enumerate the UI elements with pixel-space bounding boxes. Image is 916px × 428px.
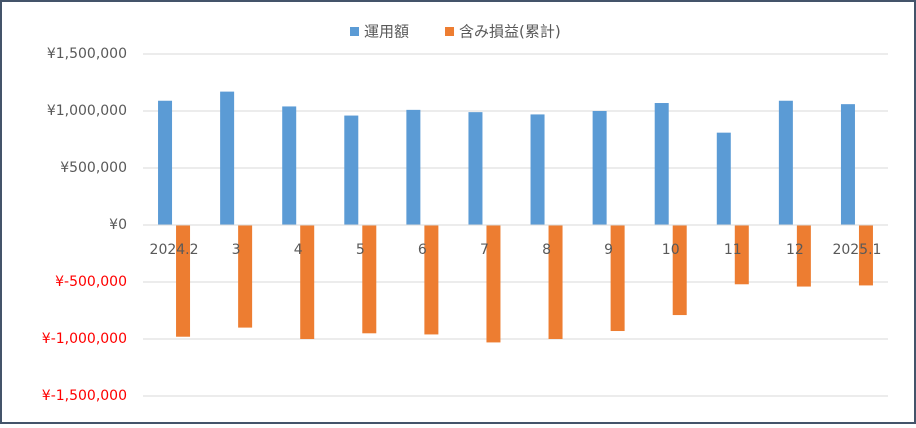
x-tick-label: 11 [724,242,742,258]
bar [176,225,191,337]
legend-label: 運用額 [364,23,409,41]
bar [220,91,235,226]
bar [796,225,811,287]
bar [672,225,687,316]
x-tick-label: 2024.2 [150,242,199,258]
y-tick-label: ¥1,000,000 [47,103,127,119]
y-tick-label: ¥0 [109,217,127,233]
bar [486,225,501,343]
x-tick-label: 10 [662,242,680,258]
x-tick-label: 7 [480,242,489,258]
x-tick-label: 9 [604,242,613,258]
bar [406,109,421,225]
x-tick-label: 5 [356,242,365,258]
bar [300,225,315,339]
legend-swatch [445,27,455,36]
bar [734,225,749,285]
y-tick-label: ¥500,000 [60,160,127,176]
bar [282,106,297,225]
y-tick-label: ¥-1,000,000 [42,331,127,347]
bar [610,225,625,332]
y-tick-label: ¥1,500,000 [47,46,127,62]
x-tick-label: 12 [786,242,804,258]
bar [592,111,607,225]
x-tick-label: 8 [542,242,551,258]
bar [858,225,873,286]
x-tick-label: 6 [418,242,427,258]
bar [362,225,377,334]
bar [344,115,359,225]
x-tick-label: 2025.1 [832,242,881,258]
y-tick-label: ¥-500,000 [55,274,127,290]
bar [778,100,793,225]
bar [158,100,173,225]
bar [530,114,545,225]
bar [654,103,669,225]
y-tick-label: ¥-1,500,000 [42,388,127,404]
legend-swatch [350,27,359,36]
legend-label: 含み損益(累計) [459,23,561,41]
bar [424,225,439,335]
bar [716,132,731,225]
bar [468,112,483,225]
bar [548,225,563,339]
x-tick-label: 4 [294,242,303,258]
x-tick-label: 3 [232,242,241,258]
bar [238,225,253,328]
bar [840,104,855,225]
